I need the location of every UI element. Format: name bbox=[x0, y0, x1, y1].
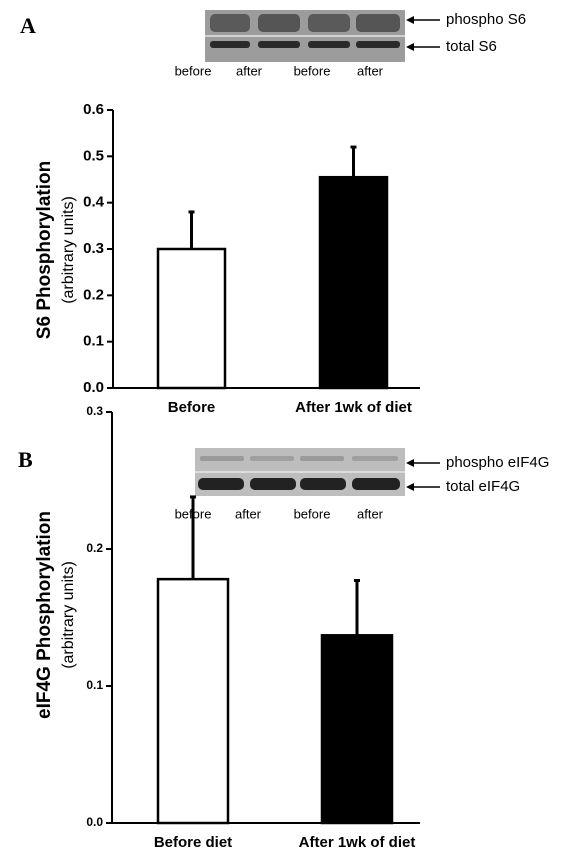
bar bbox=[320, 177, 387, 388]
x-tick-label: Before bbox=[168, 399, 216, 416]
bar bbox=[322, 635, 392, 823]
bar bbox=[158, 579, 228, 823]
lane-label: after bbox=[236, 63, 263, 78]
y-axis-label: eIF4G Phosphorylation bbox=[34, 511, 55, 719]
x-tick-label: After 1wk of diet bbox=[299, 834, 416, 851]
y-axis-sublabel: (arbitrary units) bbox=[60, 561, 77, 669]
y-tick-label: 0.3 bbox=[83, 240, 104, 257]
x-tick-label: Before diet bbox=[154, 834, 232, 851]
y-tick-label: 0.0 bbox=[86, 815, 103, 829]
lane-label: before bbox=[294, 506, 331, 521]
y-tick-label: 0.6 bbox=[83, 101, 104, 118]
y-tick-label: 0.3 bbox=[86, 404, 103, 418]
blot-label: phospho eIF4G bbox=[446, 454, 549, 471]
y-tick-label: 0.5 bbox=[83, 147, 104, 164]
y-tick-label: 0.1 bbox=[86, 678, 103, 692]
bar bbox=[158, 249, 225, 388]
y-tick-label: 0.2 bbox=[83, 286, 104, 303]
figure: Aphospho S6 total S6 before after before afte… bbox=[0, 0, 584, 856]
blot-label: phospho S6 bbox=[446, 11, 526, 28]
lane-label: after bbox=[235, 506, 262, 521]
panel-label: A bbox=[20, 13, 36, 38]
y-tick-label: 0.1 bbox=[83, 333, 104, 350]
blot-a bbox=[205, 10, 440, 62]
panel-label: B bbox=[18, 447, 33, 472]
lane-label: before bbox=[175, 63, 212, 78]
lane-label: before bbox=[294, 63, 331, 78]
lane-label: after bbox=[357, 63, 384, 78]
y-axis-sublabel: (arbitrary units) bbox=[60, 196, 77, 304]
blot-label: total S6 bbox=[446, 38, 497, 55]
x-tick-label: After 1wk of diet bbox=[295, 399, 412, 416]
y-tick-label: 0.0 bbox=[83, 379, 104, 396]
blot-label: total eIF4G bbox=[446, 478, 520, 495]
blot-b bbox=[195, 448, 440, 496]
y-axis-label: S6 Phosphorylation bbox=[34, 161, 55, 339]
lane-label: after bbox=[357, 506, 384, 521]
y-tick-label: 0.2 bbox=[86, 541, 103, 555]
y-tick-label: 0.4 bbox=[83, 194, 105, 211]
